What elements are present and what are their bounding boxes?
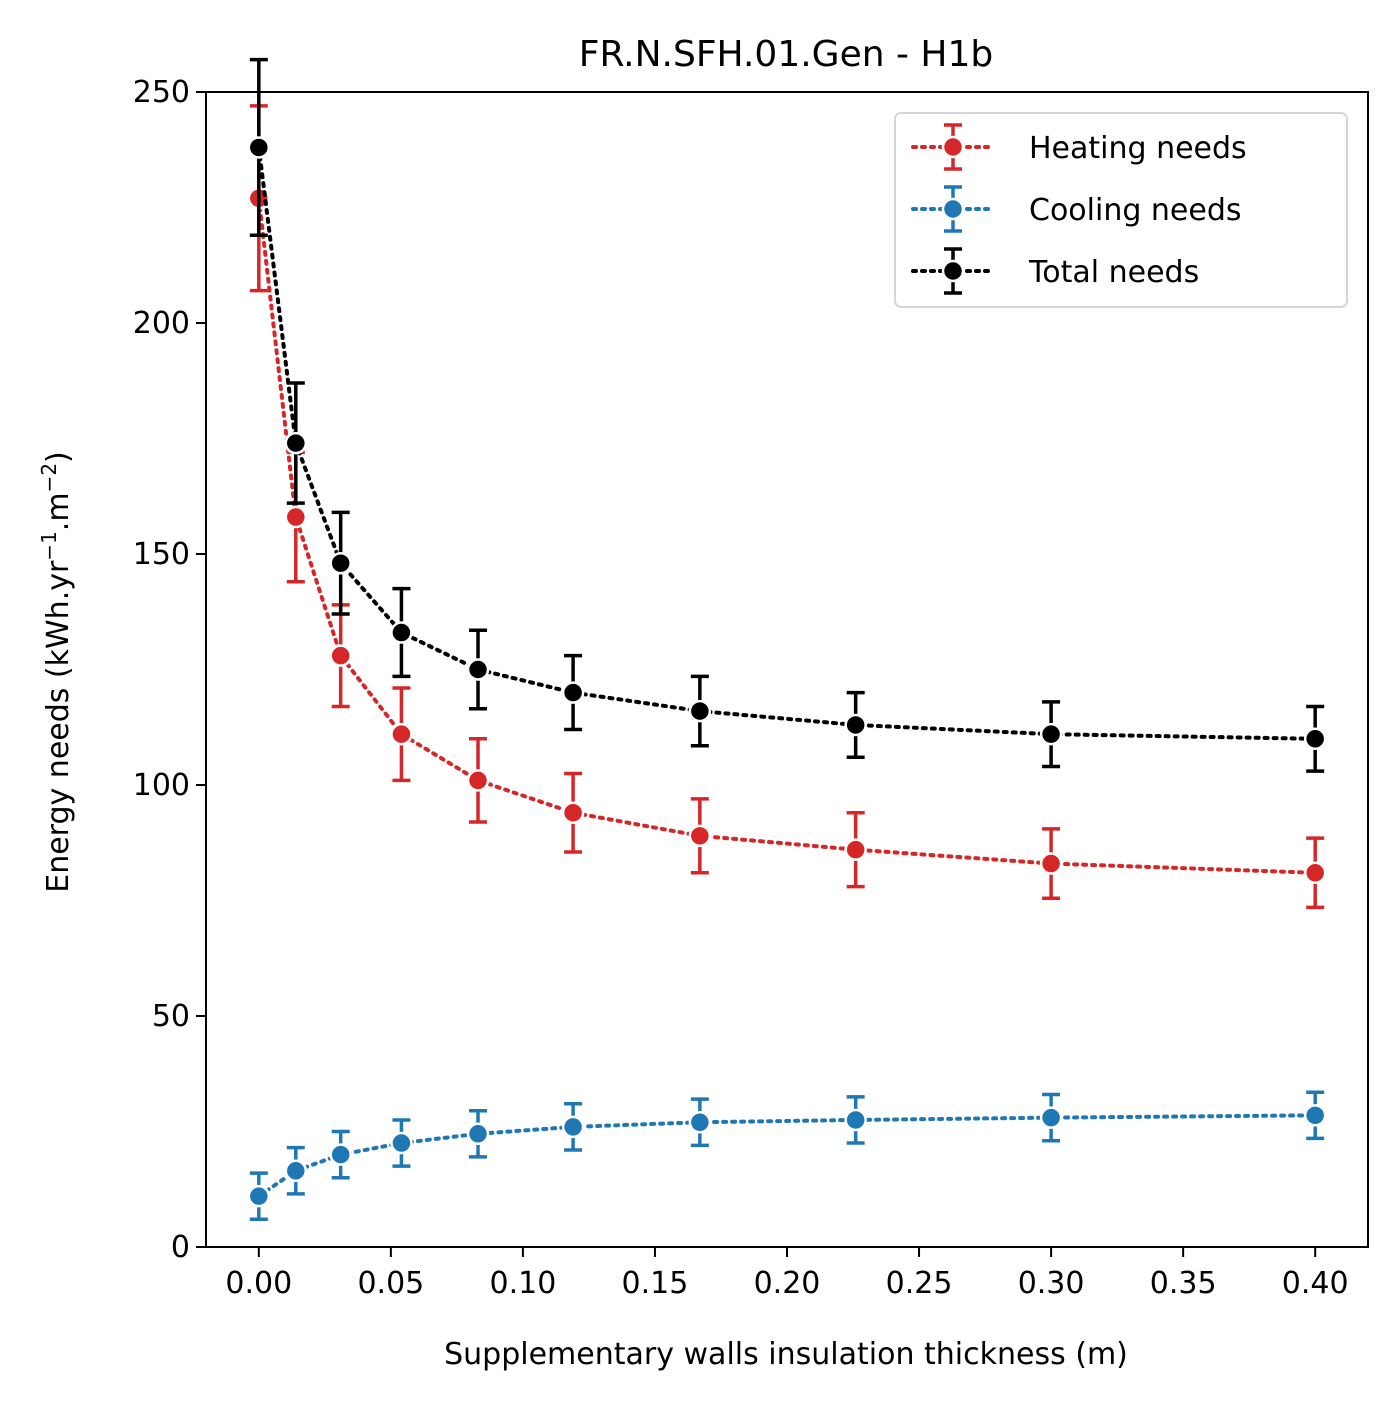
heating-needs-point xyxy=(561,801,585,824)
heating-needs-point xyxy=(1303,861,1327,885)
y-tick-label: 150 xyxy=(133,537,190,572)
legend-total-needs-marker xyxy=(941,259,965,283)
legend-cooling-needs-label: Cooling needs xyxy=(1029,193,1242,228)
heating-needs-series xyxy=(247,104,1327,910)
y-tick-label: 50 xyxy=(152,999,190,1034)
cooling-needs-point xyxy=(247,1184,271,1208)
x-tick-label: 0.10 xyxy=(490,1266,557,1301)
legend-total-needs-label: Total needs xyxy=(1028,255,1199,290)
legend-heating-needs-label: Heating needs xyxy=(1029,131,1247,166)
cooling-needs-series xyxy=(247,1090,1327,1222)
cooling-needs-point xyxy=(1039,1106,1063,1129)
cooling-needs-point xyxy=(466,1122,490,1146)
total-needs-point xyxy=(1039,722,1063,746)
y-tick-label: 200 xyxy=(133,306,190,341)
total-needs-point xyxy=(247,136,271,159)
heating-needs-point xyxy=(844,838,867,861)
total-needs-point xyxy=(390,621,413,644)
heating-needs-point xyxy=(390,722,413,746)
y-axis-label-mid: .m xyxy=(41,492,76,531)
total-needs-line xyxy=(256,145,1318,741)
total-needs-point xyxy=(466,658,490,681)
legend: Heating needs Cooling needs Total needs xyxy=(894,112,1348,308)
heating-needs-point xyxy=(284,505,308,529)
chart-title: FR.N.SFH.01.Gen - H1b xyxy=(579,34,994,75)
cooling-needs-point xyxy=(688,1111,712,1134)
y-tick-label: 0 xyxy=(171,1230,190,1265)
y-axis-label-exp2: −2 xyxy=(37,463,61,492)
heating-needs-point xyxy=(466,769,490,792)
y-tick-label: 250 xyxy=(133,75,190,110)
y-axis-label-exp1: −1 xyxy=(37,531,61,560)
cooling-needs-point xyxy=(561,1115,585,1139)
total-needs-point xyxy=(329,551,352,575)
legend-cooling-needs-marker xyxy=(941,197,965,221)
x-axis-label: Supplementary walls insulation thickness… xyxy=(444,1337,1128,1372)
total-needs-point xyxy=(844,713,867,737)
x-tick-label: 0.05 xyxy=(357,1266,424,1301)
total-needs-point xyxy=(1303,727,1327,751)
cooling-needs-line xyxy=(256,1113,1318,1199)
legend-box xyxy=(894,112,1348,308)
heating-needs-point xyxy=(329,644,352,667)
y-tick-label: 100 xyxy=(133,768,190,803)
heating-needs-line xyxy=(256,196,1318,875)
x-tick-label: 0.15 xyxy=(622,1266,689,1301)
x-tick-label: 0.00 xyxy=(225,1266,292,1301)
cooling-needs-point xyxy=(1303,1104,1327,1127)
heating-needs-point xyxy=(1039,852,1063,875)
y-axis-label-main: Energy needs (kWh.yr xyxy=(41,560,76,893)
x-tick-label: 0.40 xyxy=(1282,1266,1349,1301)
cooling-needs-point xyxy=(284,1159,308,1183)
heating-needs-point xyxy=(688,824,712,848)
cooling-needs-point xyxy=(329,1143,352,1166)
series-layer xyxy=(247,57,1327,1222)
x-tick-label: 0.30 xyxy=(1018,1266,1085,1301)
cooling-needs-point xyxy=(390,1131,413,1155)
total-needs-point xyxy=(688,699,712,723)
total-needs-point xyxy=(561,681,585,704)
x-tick-label: 0.20 xyxy=(754,1266,821,1301)
x-tick-label: 0.35 xyxy=(1150,1266,1217,1301)
y-axis-label-end: ) xyxy=(41,451,76,463)
y-axis-label: Energy needs (kWh.yr−1.m−2) xyxy=(37,451,76,893)
legend-heating-needs-marker xyxy=(941,135,965,159)
total-needs-point xyxy=(284,431,308,455)
cooling-needs-point xyxy=(844,1108,867,1132)
y-axis: 0 50 100 150 200 250 xyxy=(133,75,206,1265)
x-axis: 0.00 0.05 0.10 0.15 0.20 0.25 0.30 0.35 0.40 xyxy=(225,1247,1349,1301)
total-needs-series xyxy=(247,57,1327,773)
x-tick-label: 0.25 xyxy=(886,1266,953,1301)
